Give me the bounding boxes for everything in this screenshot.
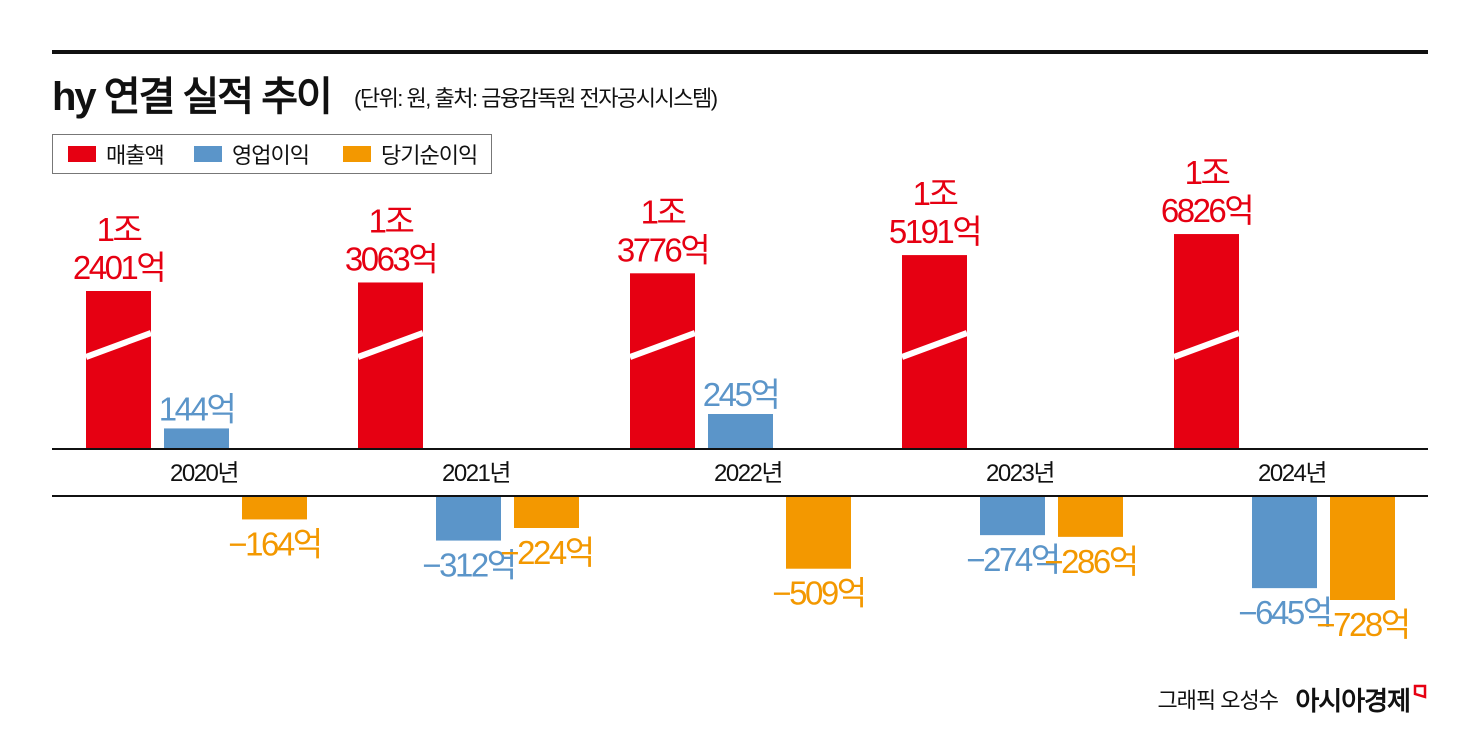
- bar-net: [242, 496, 307, 520]
- bar-operating: [980, 496, 1045, 536]
- bar-operating: [708, 414, 773, 449]
- x-tick-label: 2022년: [714, 460, 782, 487]
- data-label-operating: 144억: [159, 390, 234, 427]
- bar-revenue: [1174, 234, 1239, 449]
- bar-revenue: [358, 282, 423, 449]
- upper-baseline: [52, 448, 1428, 450]
- data-label-net: −224억: [500, 534, 592, 571]
- data-label-net: −728억: [1316, 606, 1408, 643]
- axis-break-slash: [1172, 330, 1241, 360]
- bar-operating: [164, 428, 229, 449]
- chart-subtitle: (단위: 원, 출처: 금융감독원 전자공시시스템): [354, 86, 717, 111]
- bar-revenue: [630, 273, 695, 449]
- legend-box: [52, 134, 492, 174]
- bar-net: [1058, 496, 1123, 537]
- bar-net: [786, 496, 851, 569]
- data-label-operating: −312억: [422, 547, 514, 584]
- legend: 매출액 영업이익 당기순이익: [52, 134, 492, 174]
- legend-label-revenue: 매출액: [106, 143, 164, 168]
- legend-label-operating: 영업이익: [232, 143, 309, 168]
- data-label-revenue: 6826억: [1161, 192, 1252, 229]
- legend-swatch-operating: [194, 146, 222, 162]
- data-label-revenue: 1조: [641, 193, 686, 230]
- data-label-revenue: 3776억: [617, 231, 708, 268]
- bars: 1조2401억144억−164억1조3063억−312억−224억1조3776억…: [73, 154, 1411, 643]
- graphic-credit: 그래픽 오성수: [1157, 688, 1278, 713]
- axis-break-slash: [356, 330, 425, 360]
- x-tick-label: 2021년: [442, 460, 510, 487]
- bar-revenue: [86, 291, 151, 449]
- bar-operating: [436, 496, 501, 541]
- x-tick-label: 2020년: [170, 460, 238, 487]
- brand-logo: 아시아경제: [1295, 686, 1410, 716]
- bar-net: [514, 496, 579, 528]
- axis-break-slash: [84, 330, 153, 360]
- top-rule: [52, 50, 1428, 54]
- legend-swatch-revenue: [68, 146, 96, 162]
- lower-baseline: [52, 495, 1428, 497]
- data-label-revenue: 2401억: [73, 249, 164, 286]
- legend-swatch-net: [343, 146, 371, 162]
- bar-operating: [1252, 496, 1317, 589]
- brand-logo-mark: [1413, 684, 1427, 699]
- legend-label-net: 당기순이익: [381, 143, 477, 168]
- bar-net: [1330, 496, 1395, 600]
- data-label-net: −164억: [228, 525, 320, 562]
- x-tick-label: 2023년: [986, 460, 1054, 487]
- x-axis-labels: 2020년 2021년 2022년 2023년 2024년: [170, 460, 1327, 487]
- data-label-operating: −274억: [966, 541, 1058, 578]
- data-label-revenue: 1조: [97, 211, 142, 248]
- data-label-revenue: 5191억: [889, 213, 980, 250]
- data-label-revenue: 3063억: [345, 240, 436, 277]
- data-label-revenue: 1조: [1185, 154, 1230, 191]
- data-label-revenue: 1조: [913, 175, 958, 212]
- data-label-net: −286억: [1044, 543, 1136, 580]
- data-label-operating: −645억: [1238, 594, 1330, 631]
- axis-break-slash: [900, 330, 969, 360]
- x-tick-label: 2024년: [1258, 460, 1326, 487]
- data-label-operating: 245억: [703, 376, 778, 413]
- axis-break-slash: [628, 330, 697, 360]
- data-label-net: −509억: [772, 575, 864, 612]
- data-label-revenue: 1조: [369, 202, 414, 239]
- chart-title: hy 연결 실적 추이: [52, 75, 331, 119]
